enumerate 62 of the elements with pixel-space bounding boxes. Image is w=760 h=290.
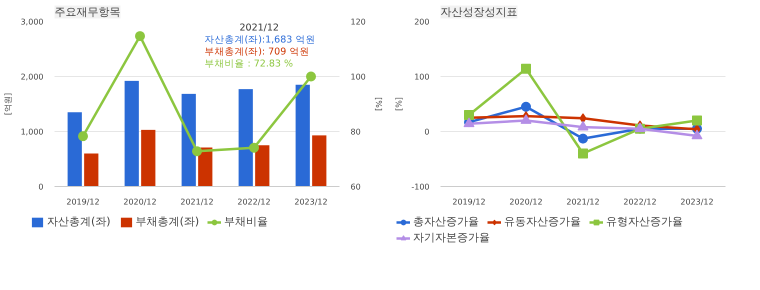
x-tick-label: 2023/12	[294, 198, 328, 206]
y-tick-label: 0	[38, 182, 44, 192]
y-tick-label: 2,000	[20, 72, 44, 82]
y-tick-label: 200	[414, 18, 430, 26]
point	[578, 120, 588, 130]
y2-tick-label: 100	[350, 72, 366, 82]
point	[520, 114, 532, 124]
point	[135, 31, 145, 42]
bar	[124, 80, 139, 186]
point	[692, 130, 702, 140]
y-tick-label: 100	[414, 72, 430, 82]
legend-label: 자산총계(좌)	[47, 214, 111, 229]
x-tick-label: 2022/12	[237, 198, 271, 206]
annotation: 부채총계(좌): 709 억원	[204, 46, 310, 58]
y-tick-label: -100	[411, 182, 430, 192]
legend-label: 자기자본증가율	[413, 230, 490, 245]
bar	[182, 94, 196, 186]
x-tick-label: 2020/12	[123, 198, 157, 206]
point	[578, 148, 588, 158]
bar	[238, 89, 253, 186]
chart-title: 자산성장성지표	[440, 6, 518, 18]
y2-tick-label: 60	[350, 182, 361, 192]
legend-label: 유형자산증가율	[606, 214, 683, 229]
y-tick-label: 3,000	[20, 18, 44, 26]
x-tick-label: 2022/12	[623, 198, 657, 206]
legend-label: 부채비율	[224, 214, 268, 229]
x-tick-label: 2021/12	[566, 198, 600, 206]
y2-axis-title: [%]	[374, 97, 383, 111]
y2-tick-label: 80	[350, 128, 361, 136]
point	[306, 72, 316, 82]
annotation: 부채비율 : 72.83 %	[204, 58, 293, 70]
point	[464, 110, 474, 120]
bar	[255, 145, 270, 186]
legend-label: 부채총계(좌)	[136, 214, 200, 229]
annotation: 2021/12	[240, 22, 279, 34]
legend-label: 유동자산증가율	[504, 214, 581, 229]
point	[692, 116, 702, 126]
bar	[198, 148, 212, 186]
bar	[141, 130, 156, 186]
point	[249, 142, 259, 153]
chart-title: 주요재무항목	[54, 6, 120, 18]
annotation: 자산총계(좌):1,683 억원	[204, 34, 316, 46]
bar	[312, 135, 326, 186]
bar	[296, 84, 310, 186]
x-tick-label: 2020/12	[509, 198, 543, 206]
legend-label: 총자산증가율	[413, 214, 479, 229]
y-tick-label: 1,000	[20, 128, 44, 136]
x-tick-label: 2019/12	[452, 198, 486, 206]
y-axis-title: [억원]	[4, 92, 13, 116]
point	[521, 102, 531, 112]
bar	[84, 154, 98, 186]
y2-tick-label: 120	[350, 18, 366, 26]
x-tick-label: 2021/12	[180, 198, 214, 206]
x-tick-label: 2023/12	[680, 198, 714, 206]
point	[521, 64, 531, 74]
point	[578, 134, 588, 144]
point	[78, 131, 88, 142]
y-axis-title: [%]	[394, 97, 404, 111]
x-tick-label: 2019/12	[66, 198, 100, 206]
point	[192, 146, 202, 156]
y-tick-label: 0	[424, 128, 430, 136]
bar	[68, 112, 82, 186]
